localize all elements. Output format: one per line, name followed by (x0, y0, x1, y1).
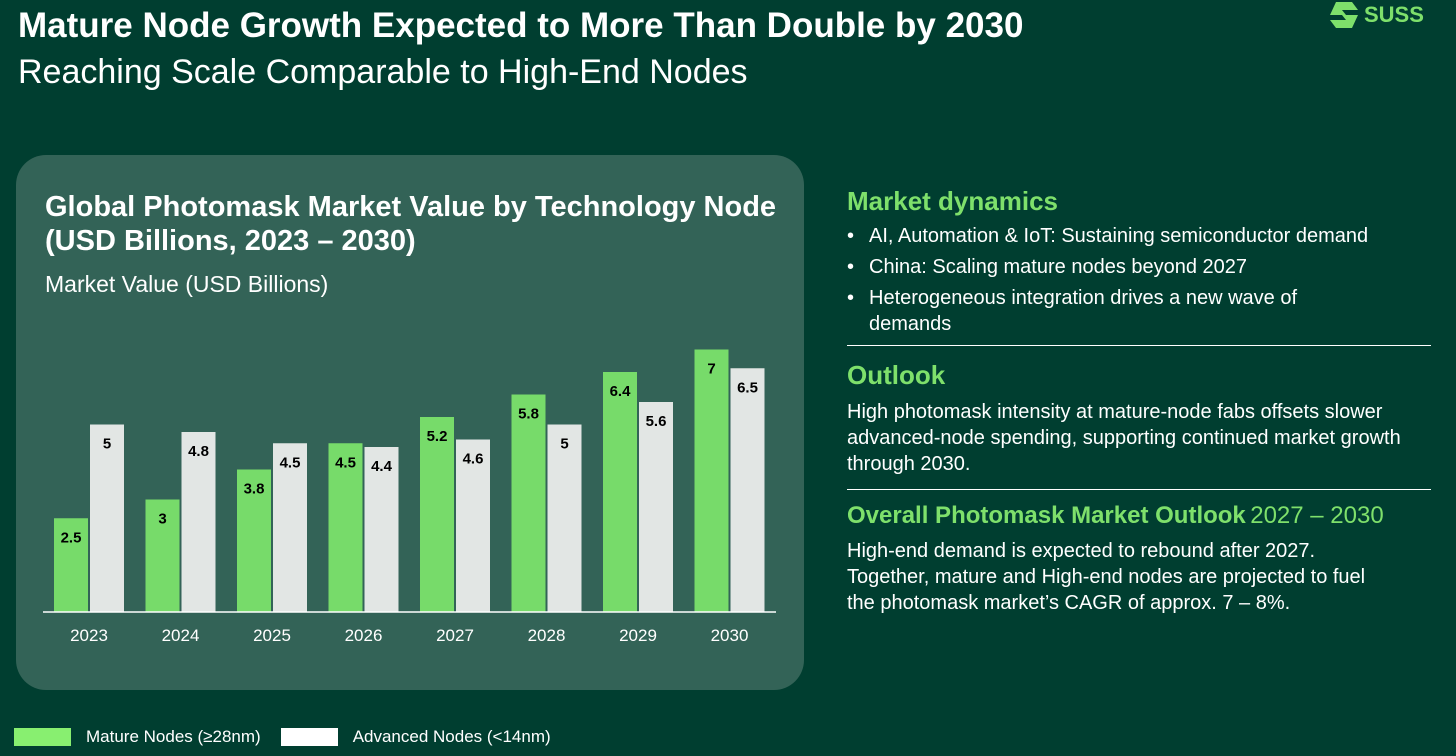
suss-logo: SUSS (1330, 2, 1424, 28)
data-label: 5.6 (646, 413, 667, 430)
data-label: 2.5 (61, 529, 82, 546)
data-label: 3.8 (244, 481, 265, 498)
market-dynamics-heading: Market dynamics (847, 186, 1058, 216)
bar-advanced (730, 368, 765, 612)
x-tick-label: 2026 (345, 626, 383, 645)
legend-label-mature: Mature Nodes (≥28nm) (86, 727, 261, 746)
overall-text: High-end demand is expected to rebound a… (847, 540, 1366, 614)
divider (847, 345, 1431, 346)
bar-mature (511, 394, 546, 612)
data-label: 5.8 (518, 406, 539, 423)
bar-mature (237, 469, 271, 612)
legend-swatch-advanced (280, 728, 338, 746)
list-item: China: Scaling mature nodes beyond 2027 (847, 254, 1431, 280)
divider (847, 489, 1431, 490)
bar-advanced (639, 402, 673, 612)
bar-advanced (273, 443, 307, 612)
bar-advanced (547, 424, 582, 612)
x-tick-label: 2028 (528, 626, 566, 645)
bar-advanced (90, 424, 124, 612)
legend-label-advanced: Advanced Nodes (<14nm) (352, 727, 551, 746)
data-label: 3 (158, 511, 166, 528)
x-tick-label: 2027 (436, 626, 474, 645)
logo-text: SUSS (1364, 2, 1424, 27)
data-label: 5 (560, 436, 568, 453)
data-label: 4.5 (335, 454, 356, 471)
data-label: 6.5 (737, 379, 758, 396)
x-tick-label: 2024 (162, 626, 200, 645)
side-panel: Market dynamics AI, Automation & IoT: Su… (847, 186, 1431, 616)
data-label: 5 (103, 436, 111, 453)
data-label: 4.8 (188, 443, 209, 460)
outlook-heading: Outlook (847, 360, 946, 390)
chart-legend: Mature Nodes (≥28nm) Advanced Nodes (<14… (14, 727, 551, 747)
bar-mature (420, 417, 454, 612)
suss-logo-icon (1330, 2, 1358, 28)
overall-heading: Overall Photomask Market Outlook (847, 502, 1246, 529)
x-tick-label: 2023 (70, 626, 108, 645)
data-label: 4.4 (371, 458, 393, 475)
page-title: Mature Node Growth Expected to More Than… (18, 6, 1024, 45)
x-tick-label: 2025 (253, 626, 291, 645)
bar-advanced (181, 432, 216, 612)
bar-advanced (456, 439, 490, 612)
bar-advanced (364, 447, 399, 612)
data-label: 4.5 (280, 454, 301, 471)
bar-mature (603, 372, 637, 612)
data-label: 7 (707, 361, 715, 378)
legend-swatch-mature (14, 728, 71, 746)
overall-years: 2027 – 2030 (1250, 502, 1384, 529)
x-tick-label: 2029 (619, 626, 657, 645)
outlook-text: High photomask intensity at mature-node … (847, 401, 1401, 475)
data-label: 4.6 (463, 451, 484, 468)
chart-title: Global Photomask Market Value by Technol… (45, 191, 777, 257)
list-item: AI, Automation & IoT: Sustaining semicon… (847, 223, 1431, 249)
bar-mature (694, 349, 729, 612)
bar-mature (145, 499, 180, 612)
bar-mature (328, 443, 363, 612)
list-item: Heterogeneous integration drives a new w… (847, 285, 1317, 337)
x-tick-label: 2030 (711, 626, 749, 645)
dynamics-list: AI, Automation & IoT: Sustaining semicon… (847, 223, 1431, 337)
data-label: 5.2 (427, 428, 448, 445)
y-axis-label: Market Value (USD Billions) (45, 271, 329, 297)
bar-mature (54, 518, 88, 612)
page-subtitle: Reaching Scale Comparable to High-End No… (18, 53, 748, 91)
data-label: 6.4 (610, 383, 632, 400)
